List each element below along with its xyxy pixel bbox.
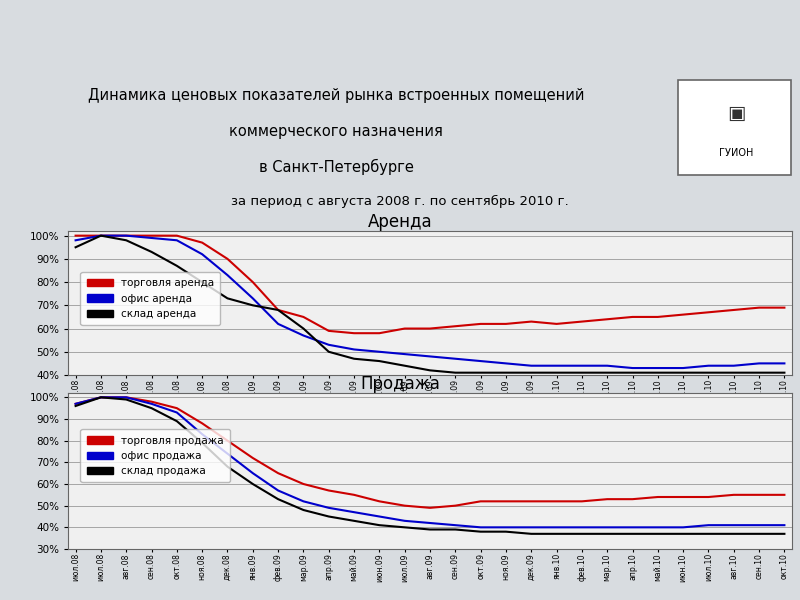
Text: ГУИОН: ГУИОН bbox=[719, 148, 753, 158]
Text: коммерческого назначения: коммерческого назначения bbox=[229, 124, 443, 139]
Text: Аренда: Аренда bbox=[368, 213, 432, 231]
Text: Динамика ценовых показателей рынка встроенных помещений: Динамика ценовых показателей рынка встро… bbox=[88, 88, 584, 103]
Text: Продажа: Продажа bbox=[360, 375, 440, 393]
Text: ▣: ▣ bbox=[727, 104, 745, 122]
Legend: торговля продажа, офис продажа, склад продажа: торговля продажа, офис продажа, склад пр… bbox=[81, 430, 230, 482]
Text: за период с августа 2008 г. по сентябрь 2010 г.: за период с августа 2008 г. по сентябрь … bbox=[231, 194, 569, 208]
Legend: торговля аренда, офис аренда, склад аренда: торговля аренда, офис аренда, склад арен… bbox=[81, 272, 221, 325]
FancyBboxPatch shape bbox=[678, 80, 791, 175]
Text: в Санкт-Петербурге: в Санкт-Петербурге bbox=[258, 158, 414, 175]
